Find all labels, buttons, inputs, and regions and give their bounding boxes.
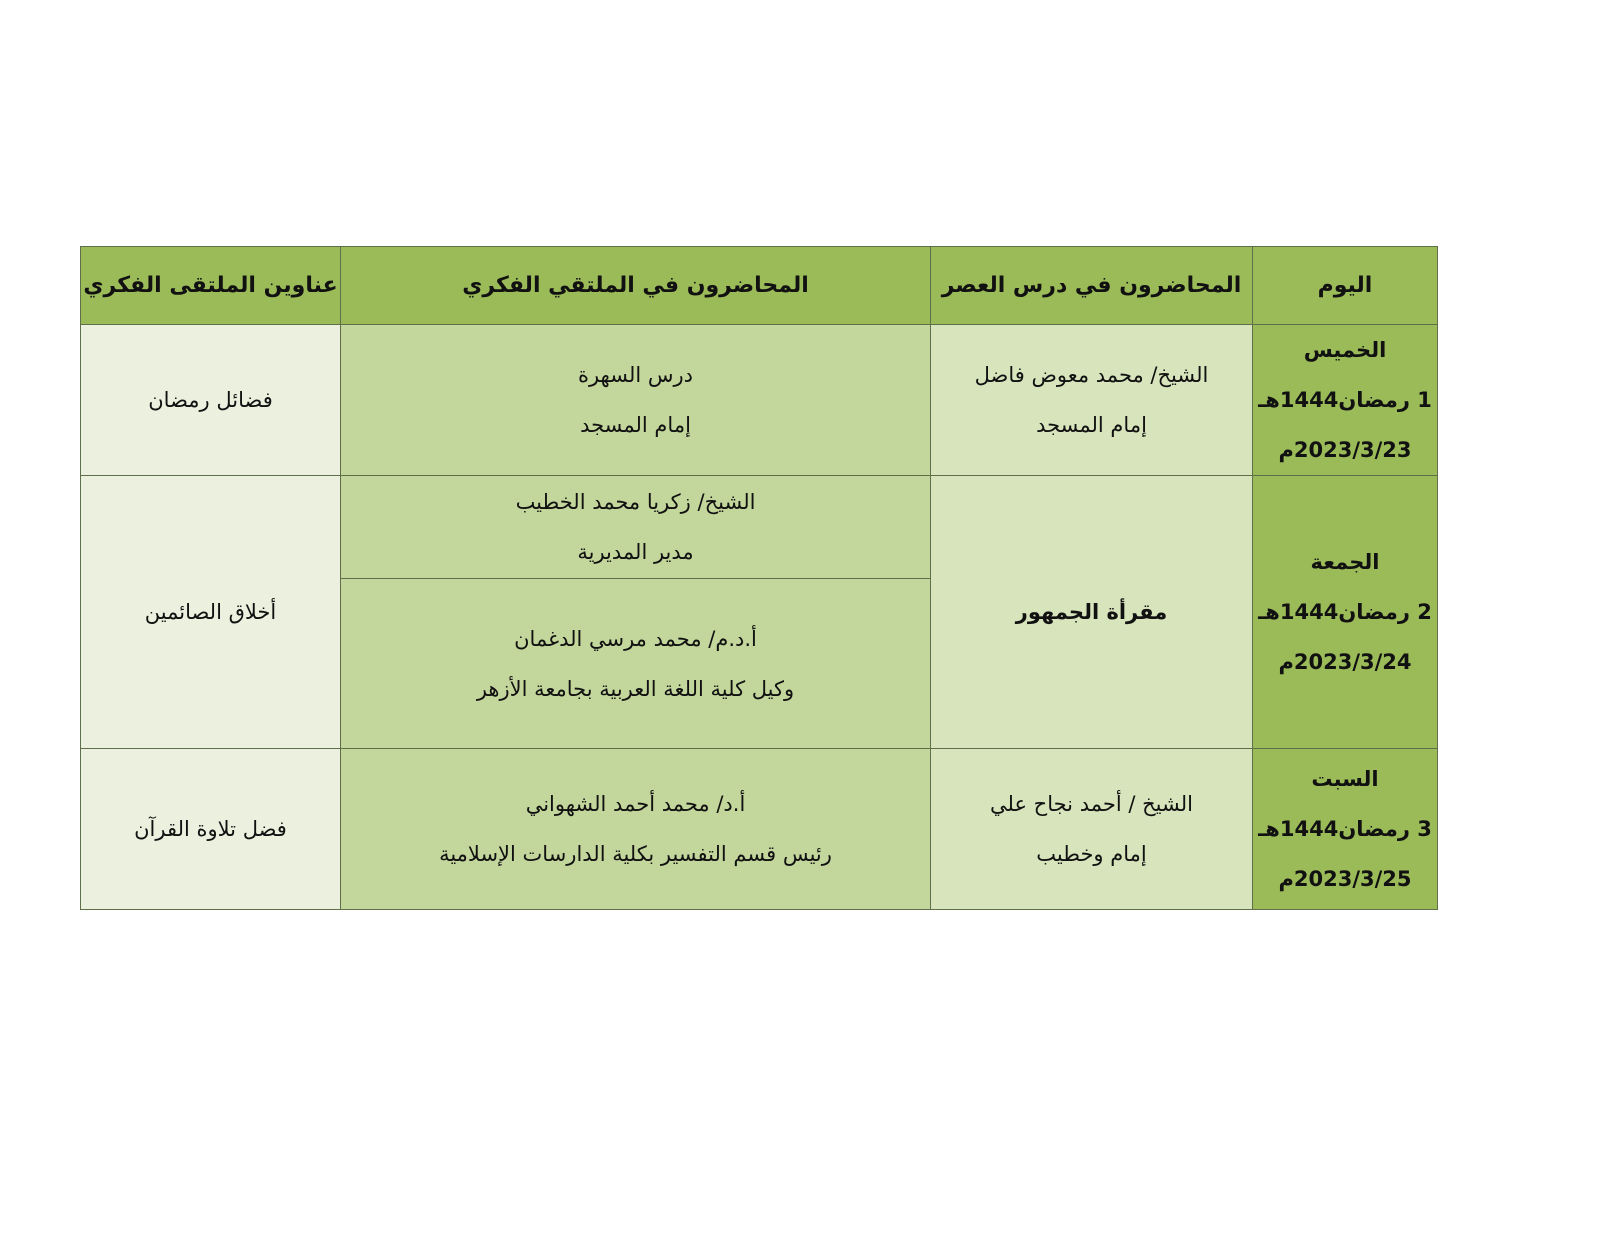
- lecturer-name: أ.د/ محمد أحمد الشهواني: [525, 792, 746, 816]
- gregorian-date: 2023/3/24م: [1278, 650, 1412, 674]
- header-forum-lecturers: المحاضرون في الملتقي الفكري: [340, 246, 931, 325]
- day-cell: السبت 3 رمضان1444هـ 2023/3/25م: [1252, 748, 1438, 910]
- forum-cell: أ.د.م/ محمد مرسي الدغمان وكيل كلية اللغة…: [340, 578, 931, 749]
- forum-cell: أ.د/ محمد أحمد الشهواني رئيس قسم التفسير…: [340, 748, 931, 910]
- day-name: الجمعة: [1310, 550, 1380, 574]
- lecturer-role: إمام وخطيب: [1036, 842, 1147, 866]
- lecturer-name: الشيخ/ زكريا محمد الخطيب: [515, 490, 756, 514]
- day-name: الخميس: [1303, 338, 1387, 362]
- header-day: اليوم: [1252, 246, 1438, 325]
- asr-cell: الشيخ/ محمد معوض فاضل إمام المسجد: [930, 324, 1253, 476]
- hijri-date: 2 رمضان1444هـ: [1258, 600, 1432, 624]
- header-forum-titles: عناوين الملتقى الفكري: [80, 246, 341, 325]
- schedule-table: اليوم المحاضرون في درس العصر المحاضرون ف…: [80, 246, 1438, 910]
- header-row: اليوم المحاضرون في درس العصر المحاضرون ف…: [80, 246, 1438, 325]
- day-cell: الجمعة 2 رمضان1444هـ 2023/3/24م: [1252, 475, 1438, 749]
- gregorian-date: 2023/3/25م: [1278, 867, 1412, 891]
- lecturer-role: إمام المسجد: [580, 413, 691, 437]
- forum-cell: الشيخ/ زكريا محمد الخطيب مدير المديرية: [340, 475, 931, 579]
- lecturer-role: إمام المسجد: [1036, 413, 1147, 437]
- lecturer-name: أ.د.م/ محمد مرسي الدغمان: [514, 626, 757, 651]
- gregorian-date: 2023/3/23م: [1278, 438, 1412, 462]
- day-name: السبت: [1311, 767, 1379, 791]
- table-row: الخميس 1 رمضان1444هـ 2023/3/23م الشيخ/ م…: [80, 324, 1438, 476]
- title-cell: فضل تلاوة القرآن: [80, 748, 341, 910]
- title-cell: أخلاق الصائمين: [80, 475, 341, 749]
- day-cell: الخميس 1 رمضان1444هـ 2023/3/23م: [1252, 324, 1438, 476]
- forum-cell: درس السهرة إمام المسجد: [340, 324, 931, 476]
- lecturer-role: رئيس قسم التفسير بكلية الدارسات الإسلامي…: [439, 842, 832, 866]
- asr-cell: الشيخ / أحمد نجاح علي إمام وخطيب: [930, 748, 1253, 910]
- table-row: السبت 3 رمضان1444هـ 2023/3/25م الشيخ / أ…: [80, 748, 1438, 910]
- lecturer-role: وكيل كلية اللغة العربية بجامعة الأزهر: [476, 676, 795, 701]
- hijri-date: 3 رمضان1444هـ: [1258, 817, 1432, 841]
- lecturer-name: الشيخ/ محمد معوض فاضل: [974, 363, 1209, 387]
- lecturer-role: مدير المديرية: [577, 540, 694, 564]
- lecturer-name: درس السهرة: [577, 363, 694, 387]
- table-row: أ.د.م/ محمد مرسي الدغمان وكيل كلية اللغة…: [81, 578, 1438, 749]
- table-row: الجمعة 2 رمضان1444هـ 2023/3/24م مقرأة ال…: [80, 475, 1438, 749]
- title-cell: فضائل رمضان: [80, 324, 341, 476]
- hijri-date: 1 رمضان1444هـ: [1258, 388, 1432, 412]
- asr-cell: مقرأة الجمهور: [930, 475, 1253, 749]
- header-asr-lecturers: المحاضرون في درس العصر: [930, 246, 1253, 325]
- lecturer-name: الشيخ / أحمد نجاح علي: [990, 792, 1193, 816]
